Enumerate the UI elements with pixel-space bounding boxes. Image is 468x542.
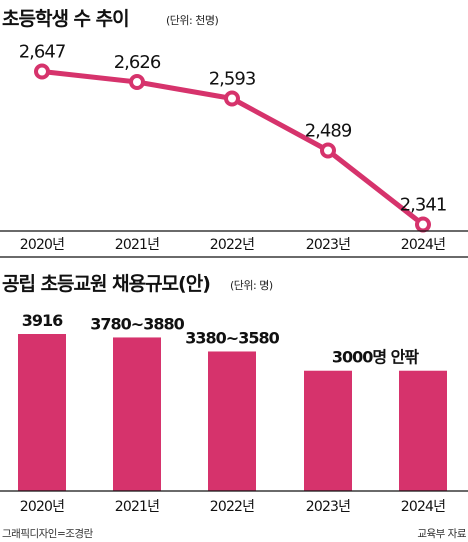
bar-value-label: 3780~3880 — [90, 314, 184, 333]
bar-chart-title: 공립 초등교원 채용규모(안) — [2, 273, 210, 295]
line-tick-label: 2021년 — [115, 237, 160, 253]
line-value-label: 2,626 — [114, 52, 161, 73]
line-tick-label: 2020년 — [20, 237, 65, 253]
bar-2020 — [18, 334, 66, 491]
line-x-axis: 2020년 2021년 2022년 2023년 2024년 — [20, 237, 446, 253]
bar-2024 — [399, 370, 447, 491]
line-chart-title: 초등학생 수 추이 — [2, 8, 129, 30]
bar-x-axis: 2020년 2021년 2022년 2023년 2024년 — [20, 499, 446, 515]
line-value-label: 2,489 — [305, 121, 352, 142]
line-point-2021 — [129, 74, 145, 90]
line-tick-label: 2023년 — [306, 237, 351, 253]
line-value-label: 2,341 — [400, 195, 447, 216]
line-plot-area: 2,647 2,626 2,593 2,489 2,341 — [19, 42, 447, 233]
line-value-label: 2,593 — [209, 69, 256, 90]
line-point-2024 — [415, 216, 431, 233]
bar-value-label: 3380~3580 — [185, 328, 279, 347]
bar-chart: 공립 초등교원 채용규모(안) (단위: 명) 3916 3780~3880338… — [0, 273, 468, 515]
line-tick-label: 2022년 — [210, 237, 255, 253]
line-point-2020 — [34, 63, 50, 80]
bar-tick-label: 2021년 — [115, 499, 160, 515]
line-chart-unit: (단위: 천명) — [166, 13, 218, 27]
line-chart: 초등학생 수 추이 (단위: 천명) 2,647 2,6262,5932,4892… — [0, 8, 468, 258]
bar-value-label: 3916 — [22, 311, 63, 330]
bar-tick-label: 2020년 — [20, 499, 65, 515]
bar-tick-label: 2024년 — [401, 499, 446, 515]
line-tick-label: 2024년 — [401, 237, 446, 253]
bar-tick-label: 2022년 — [210, 499, 255, 515]
bar-2023 — [304, 370, 352, 491]
credit-source: 교육부 자료 — [417, 528, 466, 540]
bar-2022 — [208, 351, 256, 491]
line-value-label: 2,647 — [19, 42, 66, 63]
bar-chart-unit: (단위: 명) — [230, 279, 273, 292]
bar-tick-label: 2023년 — [306, 499, 351, 515]
bar-2021 — [113, 337, 161, 491]
line-point-2023 — [320, 142, 336, 159]
credit-designer: 그래픽디자인=조경란 — [2, 527, 94, 540]
line-point-2022 — [224, 90, 240, 107]
bar-value-label: 3000명 안팎 — [332, 348, 420, 367]
